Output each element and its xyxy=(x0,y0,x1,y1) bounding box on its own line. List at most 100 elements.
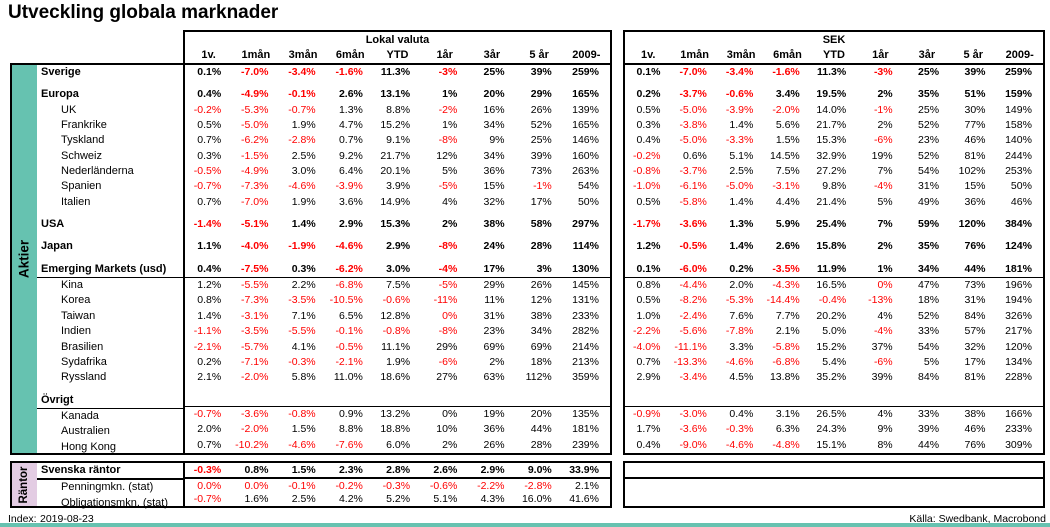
row-label: Europa xyxy=(41,88,79,101)
value-cell: 10% xyxy=(436,423,458,436)
row-label: Ryssland xyxy=(61,371,107,384)
value-cell: 21.7% xyxy=(816,119,847,132)
value-cell: -2.0% xyxy=(241,423,269,436)
value-cell: 2.3% xyxy=(338,463,363,476)
value-cell: 2% xyxy=(442,218,458,231)
value-cell: -6.2% xyxy=(335,262,363,275)
value-cell: 0.7% xyxy=(197,195,222,208)
value-cell: -4.9% xyxy=(241,165,269,178)
value-cell: 11.3% xyxy=(380,66,411,78)
value-cell xyxy=(950,393,996,406)
value-cell: 24.3% xyxy=(816,423,847,436)
group-label-sek: SEK xyxy=(822,34,846,46)
value-cell: 2.1% xyxy=(775,325,800,338)
aktier-sidebar xyxy=(12,65,37,453)
value-cell: 0.1% xyxy=(636,262,661,275)
value-cell: 120% xyxy=(1005,340,1032,353)
value-row: 1.0% -2.4% 7.6% 7.7% 20.2% 4% 52% 84% 326% xyxy=(625,309,1043,324)
value-cell: 0.6% xyxy=(682,149,707,162)
value-row: -1.0% -6.1% -5.0% -3.1% 9.8% -4% 31% 15% 50% xyxy=(625,179,1043,194)
value-row: 0.4% -5.0% -3.3% 1.5% 15.3% -6% 23% 46% 140% xyxy=(625,133,1043,148)
value-cell: -3.7% xyxy=(679,165,707,178)
row-gap xyxy=(625,80,1043,87)
column-header: 1mån xyxy=(241,49,271,61)
value-cell: -4.6% xyxy=(288,438,316,451)
value-cell: 15% xyxy=(964,180,986,193)
value-cell: 8.8% xyxy=(338,423,363,436)
row-label: Japan xyxy=(41,240,73,253)
value-row: -1.4% -5.1% 1.4% 2.9% 15.3% 2% 38% 58% 297% xyxy=(185,217,610,232)
value-cell: -4% xyxy=(438,262,458,275)
value-row: -0.7% 1.6% 2.5% 4.2% 5.2% 5.1% 4.3% 16.0% 41.6% xyxy=(185,492,610,506)
value-cell: 7.5% xyxy=(775,165,800,178)
value-cell: -0.7% xyxy=(193,493,222,506)
value-cell: 27.2% xyxy=(816,165,847,178)
value-row: 0.2% -3.7% -0.6% 3.4% 19.5% 2% 35% 51% 159% xyxy=(625,87,1043,102)
value-cell: -8% xyxy=(438,134,458,147)
value-cell: 309% xyxy=(1005,438,1032,451)
value-cell: 4% xyxy=(877,407,893,420)
value-cell: -0.1% xyxy=(335,325,363,338)
value-cell: -4.3% xyxy=(772,279,800,292)
value-cell: 18% xyxy=(530,355,552,368)
value-cell: 34% xyxy=(483,149,505,162)
value-cell: 4% xyxy=(442,195,458,208)
value-cell: 326% xyxy=(1005,309,1032,322)
value-cell: 0.5% xyxy=(636,294,661,307)
value-cell: -5% xyxy=(438,180,458,193)
column-header-row: 1v. 1mån 3mån 6mån YTD 1år 3år 5 år 2009- xyxy=(625,47,1043,64)
aktier-section-label: Aktier xyxy=(16,239,32,279)
value-cell: 124% xyxy=(1005,240,1032,253)
value-cell: 1.4% xyxy=(729,119,754,132)
value-cell: 4.2% xyxy=(338,493,363,506)
value-cell: -3.0% xyxy=(679,407,707,420)
value-cell: -3.4% xyxy=(725,66,754,78)
aktier-sek-table: 0.1% -7.0% -3.4% -1.6% 11.3% -3% 25% 39% 259% 0.2… xyxy=(623,63,1045,455)
row-label: Kanada xyxy=(61,409,99,422)
value-cell: -3% xyxy=(873,66,893,78)
value-cell: 69% xyxy=(530,340,552,353)
value-cell: -0.6% xyxy=(725,88,754,101)
value-cell: 29% xyxy=(436,340,458,353)
value-cell: 2.9% xyxy=(338,218,363,231)
value-cell: 3.0% xyxy=(291,165,316,178)
index-footer: Index: 2019-08-23 xyxy=(8,513,94,525)
value-cell: 23% xyxy=(483,325,505,338)
value-cell: 2% xyxy=(877,240,893,253)
column-header: 3år xyxy=(918,49,936,61)
value-cell: 15% xyxy=(483,180,505,193)
value-cell: 12% xyxy=(530,294,552,307)
value-cell: 158% xyxy=(1005,119,1032,132)
value-cell: 36% xyxy=(964,195,986,208)
value-cell: -6% xyxy=(873,134,893,147)
value-cell: -4.9% xyxy=(241,88,269,101)
value-cell: 28% xyxy=(530,240,552,253)
value-cell: 1.5% xyxy=(291,463,316,476)
value-cell: 44% xyxy=(918,438,940,451)
value-cell: 282% xyxy=(572,325,599,338)
value-cell: 30% xyxy=(964,103,986,116)
value-cell: -2.0% xyxy=(772,103,800,116)
value-cell: -5.8% xyxy=(772,340,800,353)
value-cell: 0.3% xyxy=(636,119,661,132)
value-cell: 7.1% xyxy=(291,309,316,322)
value-row: 0.3% -1.5% 2.5% 9.2% 21.7% 12% 34% 39% 160% xyxy=(185,149,610,164)
value-cell xyxy=(327,393,374,406)
value-cell xyxy=(374,393,421,406)
column-header: 1år xyxy=(436,49,453,61)
row-gap xyxy=(185,386,610,393)
value-cell: 9.2% xyxy=(338,149,363,162)
row-gap xyxy=(625,386,1043,393)
value-cell: 16.0% xyxy=(521,493,552,506)
value-cell: -5.0% xyxy=(725,180,754,193)
value-cell: 5.9% xyxy=(775,218,800,231)
value-cell: 2.6% xyxy=(433,463,458,476)
value-cell: 12.8% xyxy=(380,309,411,322)
value-cell: 35% xyxy=(918,88,940,101)
value-cell: 35.2% xyxy=(816,371,847,384)
value-cell: 213% xyxy=(572,355,599,368)
value-cell: -0.8% xyxy=(382,325,411,338)
value-cell: 44% xyxy=(964,262,986,275)
value-cell: 49% xyxy=(918,195,940,208)
row-label: Hong Kong xyxy=(61,440,117,453)
